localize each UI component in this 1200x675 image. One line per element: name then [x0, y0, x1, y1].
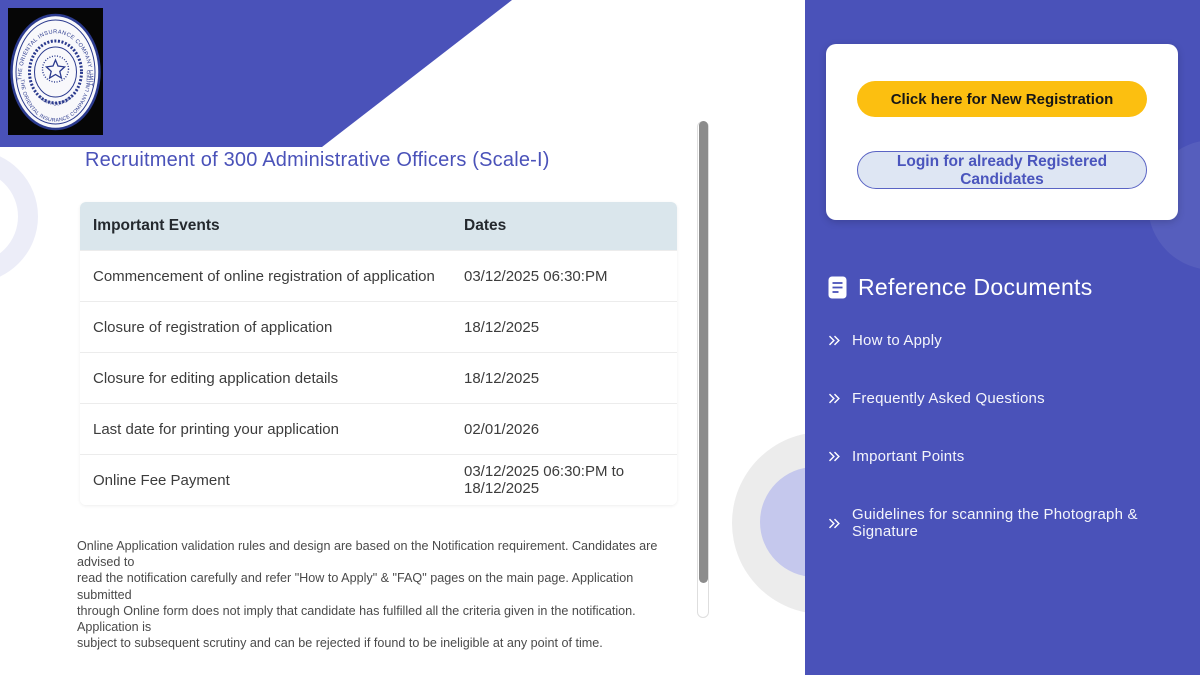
disclaimer-line: Online Application validation rules and … [77, 539, 658, 570]
header-band [0, 0, 512, 147]
disclaimer-line: subject to subsequent scrutiny and can b… [77, 636, 603, 651]
event-cell: Commencement of online registration of a… [80, 250, 451, 302]
link-label: Frequently Asked Questions [852, 390, 1045, 407]
date-cell: 03/12/2025 06:30:PM to 18/12/2025 [451, 454, 677, 505]
double-chevron-icon [827, 333, 842, 348]
event-cell: Last date for printing your application [80, 403, 451, 455]
double-chevron-icon [827, 516, 842, 531]
table-row: Closure of registration of application 1… [80, 301, 677, 353]
reference-documents-title: Reference Documents [858, 274, 1093, 300]
link-faq[interactable]: Frequently Asked Questions [827, 390, 1200, 407]
disclaimer-line: through Online form does not imply that … [77, 603, 636, 635]
oriental-insurance-emblem: THE ORIENTAL INSURANCE COMPANY LIMITED T… [6, 4, 101, 131]
important-events-table: Important Events Dates Commencement of o… [80, 202, 677, 505]
link-label: Guidelines for scanning the Photograph &… [852, 506, 1138, 540]
table-row: Closure for editing application details … [80, 352, 677, 404]
link-how-to-apply[interactable]: How to Apply [827, 332, 1200, 349]
date-cell: 03/12/2025 06:30:PM [451, 250, 677, 302]
link-important-points[interactable]: Important Points [827, 448, 1200, 465]
double-chevron-icon [827, 449, 842, 464]
reference-documents-header: Reference Documents [828, 274, 1093, 301]
table-row: Last date for printing your application … [80, 403, 677, 455]
scrollbar-thumb[interactable] [699, 121, 708, 583]
link-label: How to Apply [852, 332, 942, 349]
decorative-ring [0, 150, 38, 283]
event-cell: Closure for editing application details [80, 352, 451, 404]
link-label: Important Points [852, 448, 965, 465]
event-cell: Online Fee Payment [80, 454, 451, 505]
date-cell: 18/12/2025 [451, 352, 677, 404]
disclaimer-text: Online Application validation rules and … [77, 538, 681, 651]
login-button[interactable]: Login for already Registered Candidates [857, 151, 1147, 189]
company-logo: THE ORIENTAL INSURANCE COMPANY LIMITED T… [6, 4, 103, 135]
column-header-important-events: Important Events [80, 202, 451, 251]
table-row: Online Fee Payment 03/12/2025 06:30:PM t… [80, 454, 677, 505]
date-cell: 18/12/2025 [451, 301, 677, 353]
document-icon [828, 276, 847, 299]
registration-card: Click here for New Registration Login fo… [826, 44, 1178, 220]
new-registration-button[interactable]: Click here for New Registration [857, 81, 1147, 117]
double-chevron-icon [827, 391, 842, 406]
date-cell: 02/01/2026 [451, 403, 677, 455]
link-scanning-guidelines[interactable]: Guidelines for scanning the Photograph &… [827, 506, 1200, 540]
column-header-dates: Dates [451, 202, 677, 251]
event-cell: Closure of registration of application [80, 301, 451, 353]
disclaimer-line: read the notification carefully and refe… [77, 571, 634, 602]
reference-links: How to Apply Frequently Asked Questions … [827, 332, 1200, 581]
page-title: Recruitment of 300 Administrative Office… [85, 149, 550, 171]
table-header-row: Important Events Dates [80, 202, 677, 251]
table-row: Commencement of online registration of a… [80, 250, 677, 302]
